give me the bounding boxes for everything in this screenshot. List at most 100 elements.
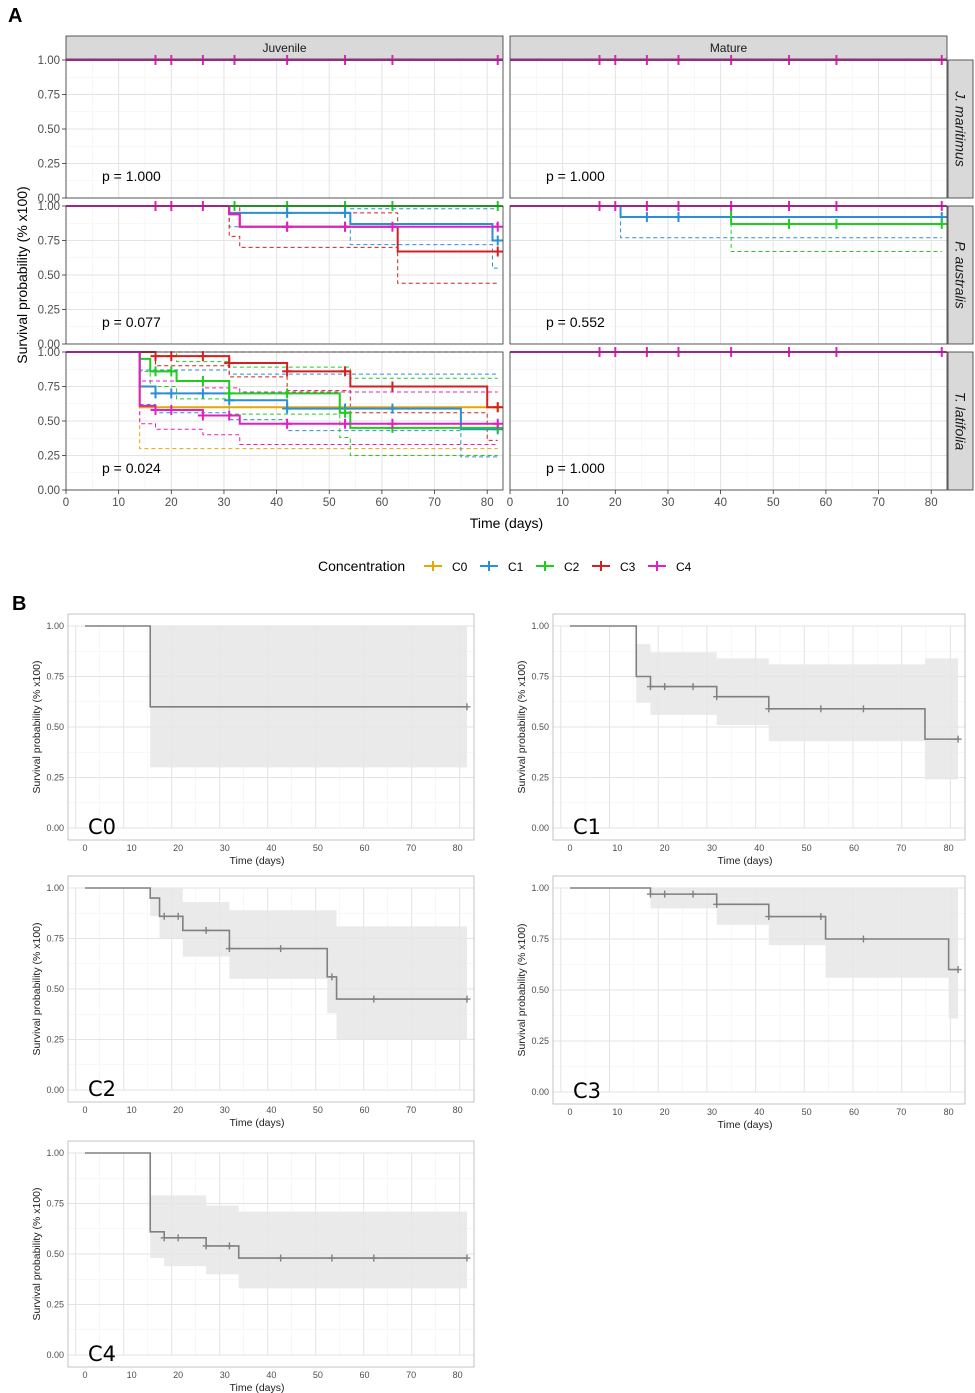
y-tick-label: 1.00 (531, 883, 549, 893)
ci-lower-C4 (66, 351, 498, 445)
x-tick-label: 80 (925, 497, 938, 509)
x-tick-label: 50 (802, 843, 812, 853)
y-tick-label: 0.75 (38, 382, 60, 394)
panel-a-letter: A (8, 5, 22, 27)
x-tick-label: 30 (662, 497, 675, 509)
y-tick-label: 0.50 (531, 722, 549, 732)
x-tick-label: 10 (556, 497, 569, 509)
y-tick-label: 0.50 (38, 416, 60, 428)
x-tick-label: 0 (82, 1370, 87, 1380)
y-tick-label: 0.00 (46, 1350, 64, 1360)
x-tick-label: 40 (266, 1370, 276, 1380)
x-tick-label: 20 (173, 1105, 183, 1115)
p-value-label: p = 1.000 (102, 168, 161, 184)
y-tick-label: 0.25 (38, 451, 60, 463)
x-tick-label: 70 (406, 1105, 416, 1115)
x-tick-label: 50 (802, 1107, 812, 1117)
y-tick-label: 1.00 (46, 1148, 64, 1158)
y-axis-title: Survival probability (% x100) (516, 923, 528, 1056)
subplot-border (552, 875, 966, 1105)
x-tick-label: 10 (112, 497, 125, 509)
y-tick-label: 1.00 (38, 347, 60, 359)
x-tick-label: 30 (220, 1105, 230, 1115)
facet-panel: p = 0.077 0.00 0.25 0.50 0.75 1.00 (38, 201, 504, 351)
survival-line (85, 1152, 467, 1259)
x-tick-label: 60 (820, 497, 833, 509)
x-tick-label: 0 (82, 843, 87, 853)
y-tick-label: 0.00 (38, 193, 60, 205)
facet-panel: p = 0.552 (509, 201, 948, 345)
concentration-label: C4 (88, 1342, 116, 1366)
ci-lower-C2 (510, 205, 942, 253)
y-tick-label: 0.50 (38, 124, 60, 136)
x-tick-label: 0 (567, 843, 572, 853)
x-tick-label: 70 (406, 843, 416, 853)
concentration-label: C1 (573, 815, 601, 839)
x-tick-label: 30 (707, 843, 717, 853)
concentration-label: C2 (88, 1077, 116, 1101)
p-value-label: p = 1.000 (546, 168, 605, 184)
y-tick-label: 0.25 (531, 1036, 549, 1046)
concentration-label: C0 (88, 815, 116, 839)
x-tick-label: 60 (376, 497, 389, 509)
x-tick-label: 30 (707, 1107, 717, 1117)
facet-panel-border (509, 205, 948, 345)
x-tick-label: 80 (481, 497, 494, 509)
x-tick-label: 60 (849, 1107, 859, 1117)
x-tick-label: 0 (63, 497, 69, 509)
y-tick-label: 0.50 (531, 985, 549, 995)
km-subplot-C4: 0.00 0.25 0.50 0.75 1.00 0 10 20 30 40 50 60 70 80 Tim… (31, 1140, 475, 1393)
x-axis-title: Time (days) (470, 515, 543, 531)
x-axis-title: Time (days) (717, 1119, 772, 1131)
y-tick-label: 0.00 (38, 339, 60, 351)
legend-label-C1: C1 (508, 560, 524, 574)
x-tick-label: 40 (266, 843, 276, 853)
x-tick-label: 20 (165, 497, 178, 509)
ci-band (570, 888, 959, 1019)
p-value-label: p = 0.077 (102, 314, 161, 330)
x-tick-label: 20 (173, 843, 183, 853)
km-subplot-C0: 0.00 0.25 0.50 0.75 1.00 0 10 20 30 40 50 60 70 80 Tim… (31, 613, 475, 867)
subplot-border (67, 875, 475, 1103)
x-tick-label: 80 (453, 843, 463, 853)
y-axis-title: Survival probability (% x100) (31, 660, 43, 793)
ci-band (85, 888, 467, 1040)
x-tick-label: 40 (714, 497, 727, 509)
y-tick-label: 0.75 (38, 90, 60, 102)
y-tick-label: 1.00 (46, 883, 64, 893)
y-tick-label: 1.00 (531, 621, 549, 631)
x-tick-label: 10 (127, 843, 137, 853)
y-tick-label: 0.25 (38, 305, 60, 317)
y-tick-label: 0.25 (531, 773, 549, 783)
x-tick-label: 30 (220, 843, 230, 853)
facet-strip-row (947, 351, 974, 491)
x-tick-label: 10 (612, 843, 622, 853)
x-tick-label: 50 (313, 843, 323, 853)
y-tick-label: 0.50 (46, 1249, 64, 1259)
y-axis-title: Survival probability (% x100) (516, 660, 528, 793)
x-tick-label: 80 (453, 1370, 463, 1380)
ci-band (85, 626, 467, 768)
x-tick-label: 80 (453, 1105, 463, 1115)
y-tick-label: 0.75 (531, 672, 549, 682)
y-tick-label: 0.25 (46, 773, 64, 783)
x-tick-label: 50 (767, 497, 780, 509)
x-tick-label: 20 (660, 843, 670, 853)
p-value-label: p = 0.552 (546, 314, 605, 330)
facet-panel-border (509, 351, 948, 491)
x-tick-label: 20 (660, 1107, 670, 1117)
survival-line (85, 625, 467, 708)
x-tick-label: 40 (754, 1107, 764, 1117)
x-tick-label: 40 (754, 843, 764, 853)
subplot-border (67, 613, 475, 841)
x-tick-label: 0 (82, 1105, 87, 1115)
x-tick-label: 20 (609, 497, 622, 509)
facet-panel: p = 1.000 0 10 20 30 40 50 60 70 80 (507, 347, 948, 509)
y-tick-label: 0.00 (531, 1087, 549, 1097)
x-tick-label: 20 (173, 1370, 183, 1380)
x-tick-label: 30 (218, 497, 231, 509)
y-tick-label: 0.00 (38, 485, 60, 497)
x-axis-title: Time (days) (229, 1382, 284, 1393)
concentration-label: C3 (573, 1079, 601, 1103)
x-tick-label: 70 (872, 497, 885, 509)
